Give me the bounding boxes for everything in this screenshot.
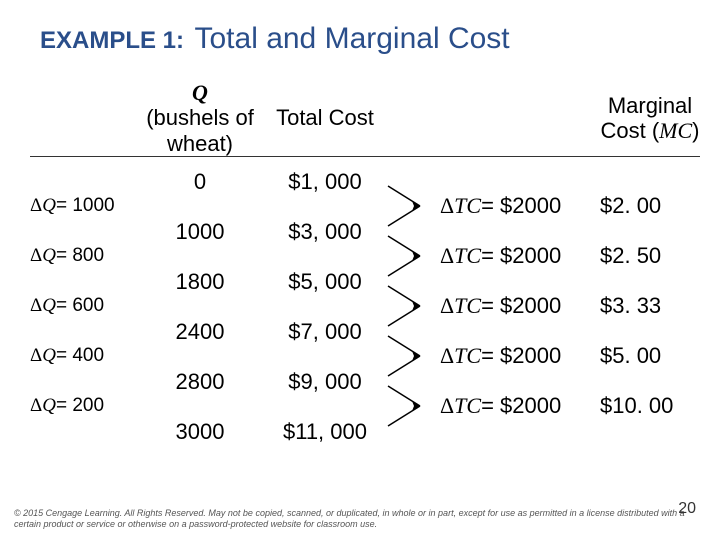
arrow-icon [390,234,440,278]
cell-mc: $3. 33 [600,284,700,328]
delta-q: ΔQ = 800 [30,234,140,278]
cell-mc: $5. 00 [600,334,700,378]
delta-q: ΔQ = 600 [30,284,140,328]
mc-line2: Cost (MC) [600,118,700,143]
delta-tc: ΔTC = $2000 [440,334,600,378]
delta-tc: ΔTC = $2000 [440,284,600,328]
q-sublabel: (bushels of wheat) [140,105,260,156]
cell-mc: $10. 00 [600,384,700,428]
mc-line1: Marginal [600,93,700,118]
arrow-icon [390,334,440,378]
cell-mc: $2. 00 [600,184,700,228]
arrow-icon [390,184,440,228]
copyright-footer: © 2015 Cengage Learning. All Rights Rese… [14,508,706,530]
header-marginal-cost: Marginal Cost (MC) [600,93,700,144]
q-symbol: Q [192,80,208,105]
delta-tc: ΔTC = $2000 [440,234,600,278]
header-total-cost: Total Cost [260,105,390,130]
delta-q: ΔQ = 400 [30,334,140,378]
title-main: Total and Marginal Cost [194,22,509,55]
page-number: 20 [678,500,696,518]
cell-mc: $2. 50 [600,234,700,278]
header-q: Q (bushels of wheat) [140,80,260,156]
slide-title: EXAMPLE 1: Total and Marginal Cost [0,0,720,66]
table-header-row: Q (bushels of wheat) Total Cost Marginal… [30,80,700,157]
arrow-icon [390,384,440,428]
cost-table: Q (bushels of wheat) Total Cost Marginal… [30,80,700,457]
delta-tc: ΔTC = $2000 [440,384,600,428]
delta-q: ΔQ = 200 [30,384,140,428]
delta-q: ΔQ = 1000 [30,184,140,228]
title-prefix: EXAMPLE 1: [40,27,184,54]
arrow-icon [390,284,440,328]
delta-tc: ΔTC = $2000 [440,184,600,228]
